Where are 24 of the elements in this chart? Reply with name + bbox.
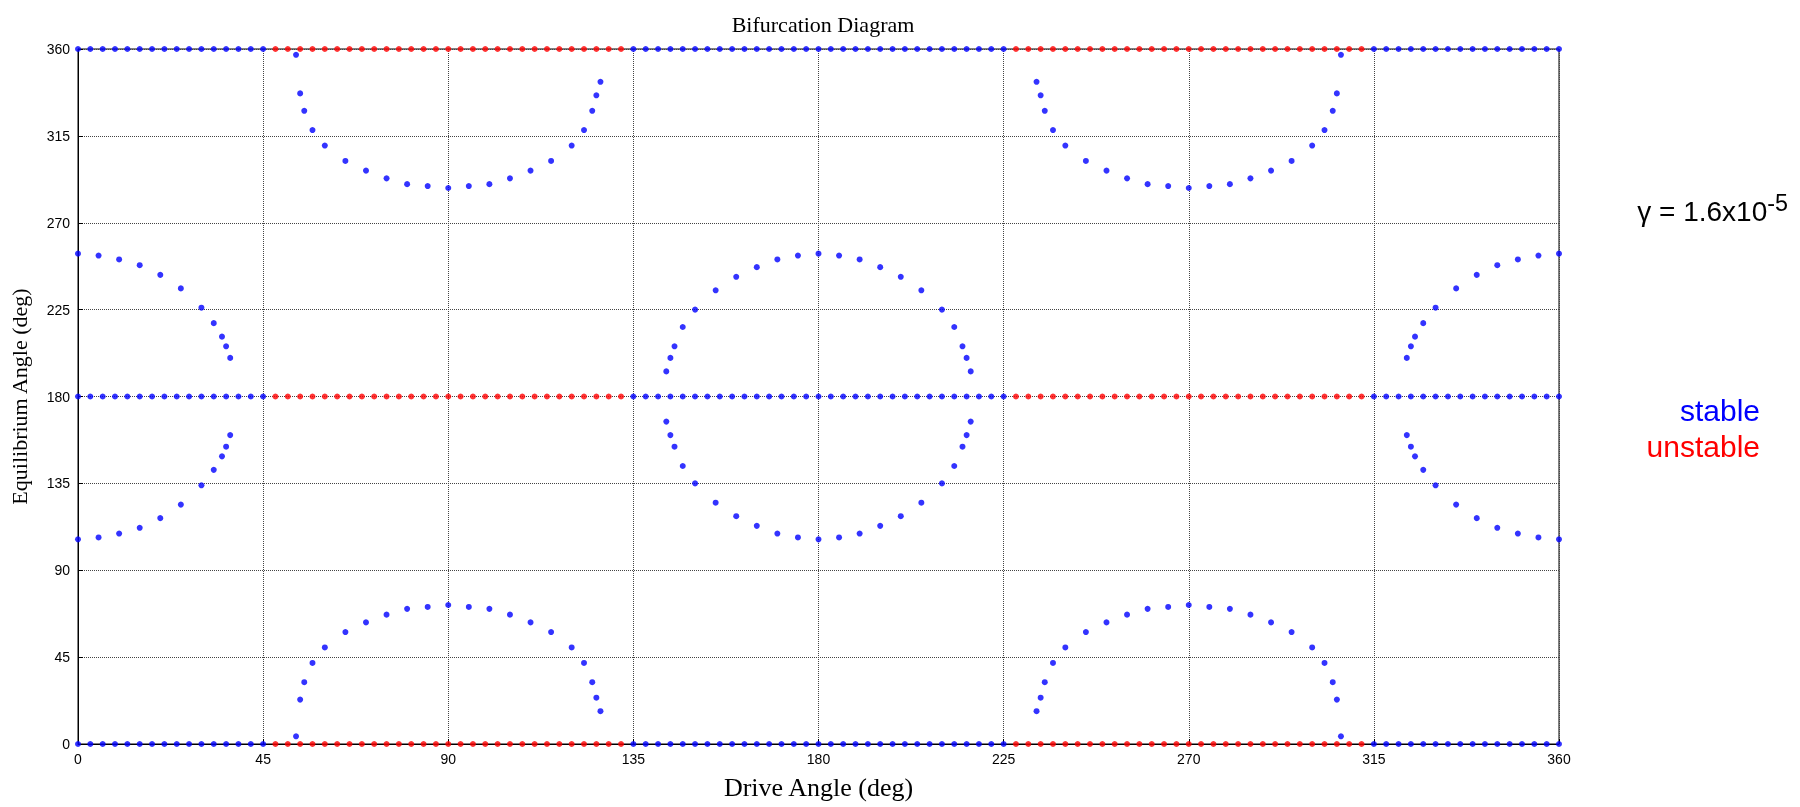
y-tick-label: 360 xyxy=(46,41,71,57)
text: unstable xyxy=(1646,429,1761,463)
chart-title: Bifurcation Diagram xyxy=(731,11,915,37)
x-tick-label: 225 xyxy=(991,751,1016,767)
x-tick-label: 135 xyxy=(621,751,646,767)
y-tick-label: 0 xyxy=(62,736,71,752)
x-tick-label: 90 xyxy=(440,751,457,767)
x-tick-label: 360 xyxy=(1547,751,1571,767)
x-axis-title: Drive Angle (deg) xyxy=(723,772,914,802)
y-tick-label: 90 xyxy=(54,562,71,579)
x-tick-label: 45 xyxy=(255,751,272,767)
y-tick-label: 45 xyxy=(54,649,71,666)
x-tick-label: 315 xyxy=(1362,751,1386,767)
y-tick-label: 225 xyxy=(46,301,71,318)
y-axis-title: Equilibrium Angle (deg) xyxy=(6,288,32,505)
y-tick-label: 270 xyxy=(46,214,71,231)
x-tick-label: 270 xyxy=(1177,751,1201,767)
x-tick-label: 180 xyxy=(806,751,831,767)
x-tick-label: 0 xyxy=(74,751,83,767)
y-tick-label: 180 xyxy=(46,388,71,405)
y-tick-label: 135 xyxy=(46,475,71,492)
text: γ = 1.6x10$^{-5}$ xyxy=(1637,190,1788,229)
y-tick-label: 315 xyxy=(46,127,71,144)
text: stable xyxy=(1679,393,1761,427)
